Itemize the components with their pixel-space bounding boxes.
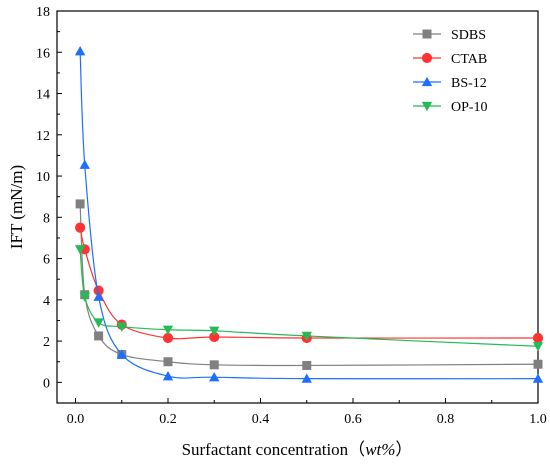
data-point [79, 159, 90, 169]
series-bs-12 [74, 46, 544, 383]
x-axis-title-suffix: ） [395, 440, 412, 459]
legend-item: SDBS [413, 28, 486, 43]
data-point [116, 349, 127, 359]
data-point [74, 245, 86, 255]
data-point [301, 373, 312, 383]
series-op-10 [74, 245, 544, 352]
plot-frame [56, 10, 539, 404]
data-point [93, 285, 104, 296]
data-point [532, 373, 544, 383]
x-axis-title: Surfactant concentration（wt%） [182, 440, 413, 459]
legend-label: CTAB [451, 52, 487, 67]
x-tick-label: 0.8 [437, 412, 455, 427]
data-point [93, 291, 104, 301]
data-point [116, 322, 127, 332]
data-point [162, 332, 174, 344]
data-point [532, 332, 544, 344]
data-point [163, 357, 173, 367]
legend-label: BS-12 [451, 76, 487, 91]
data-point [94, 331, 104, 341]
series-curve [79, 51, 539, 380]
y-tick-label: 6 [43, 253, 50, 268]
x-tick-label: 0.6 [344, 412, 362, 427]
data-point [209, 372, 220, 382]
legend-item: BS-12 [413, 76, 487, 91]
series-ctab [75, 222, 544, 344]
axis-ticks: 0.0 0.2 0.4 0.6 0.8 1.0 0 2 4 6 8 10 12 14 16 18 [36, 5, 547, 427]
x-tick-label: 1.0 [529, 412, 547, 427]
data-point [533, 359, 543, 369]
data-point [75, 199, 85, 209]
data-point [75, 222, 86, 233]
data-point [302, 360, 312, 370]
x-axis-title-unit: wt% [365, 440, 395, 459]
data-point [162, 371, 174, 381]
y-tick-label: 14 [36, 88, 50, 103]
series-sdbs [75, 199, 543, 370]
series-curve [79, 249, 539, 347]
legend-marker [421, 76, 433, 87]
x-axis-title-prefix: Surfactant concentration（ [182, 440, 366, 459]
data-point [301, 331, 312, 342]
data-point [209, 331, 220, 343]
legend-item: OP-10 [413, 100, 488, 115]
legend-label: SDBS [451, 28, 486, 43]
data-point [162, 325, 174, 335]
data-point [532, 342, 544, 352]
y-tick-label: 2 [43, 335, 50, 350]
y-tick-label: 8 [43, 211, 50, 226]
y-tick-label: 4 [43, 294, 50, 309]
x-tick-label: 0.0 [67, 412, 85, 427]
x-tick-label: 0.2 [159, 412, 177, 427]
y-tick-label: 12 [36, 129, 50, 144]
series-curve [79, 227, 539, 340]
data-point [209, 326, 220, 336]
legend-marker [421, 101, 433, 112]
legend-item: CTAB [413, 52, 487, 67]
data-point [79, 292, 90, 302]
legend-marker [421, 52, 433, 64]
y-tick-label: 10 [36, 170, 50, 185]
legend: SDBS CTAB BS-12 OP-10 [413, 28, 488, 115]
y-tick-label: 18 [36, 5, 50, 20]
series-layer [74, 46, 544, 383]
data-point [93, 318, 104, 328]
y-axis-title: IFT (mN/m) [7, 165, 26, 249]
y-tick-label: 0 [43, 376, 50, 391]
data-point [74, 46, 86, 56]
legend-marker [422, 29, 432, 39]
y-tick-label: 16 [36, 46, 50, 61]
data-point [209, 360, 219, 370]
legend-label: OP-10 [451, 100, 488, 115]
x-tick-label: 0.4 [252, 412, 270, 427]
